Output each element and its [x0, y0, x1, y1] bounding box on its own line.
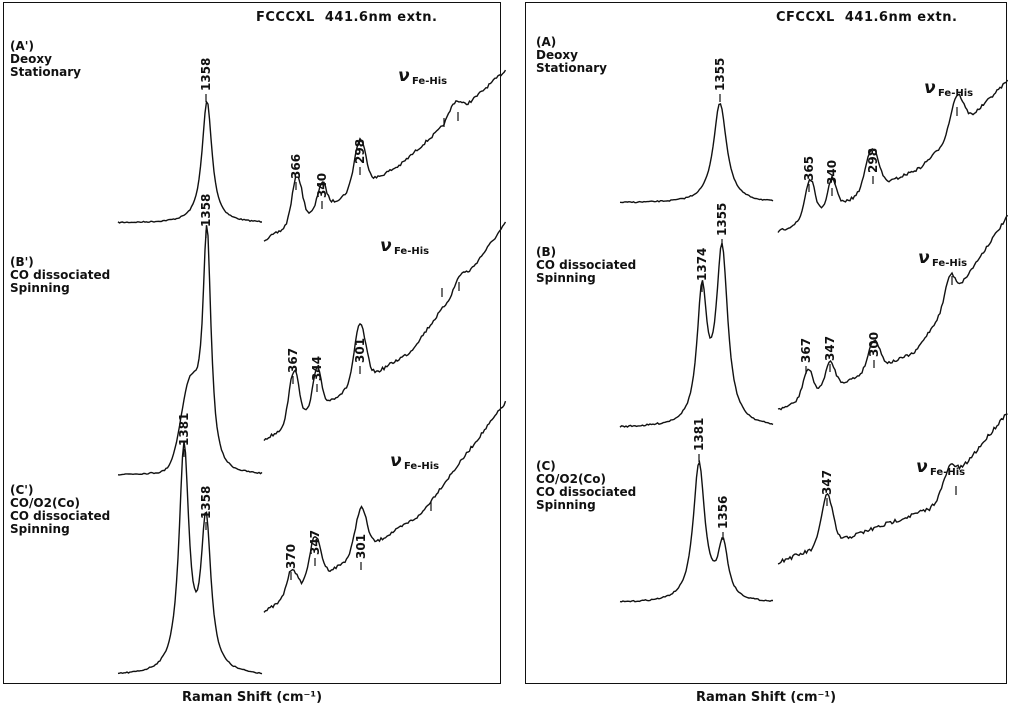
- trace-label-line: Deoxy: [536, 48, 578, 62]
- trace-label-line: (C'): [10, 483, 34, 497]
- trace-label-b: (B) CO dissociated Spinning: [536, 246, 636, 285]
- spectrum-a-high: [619, 103, 774, 204]
- spectrum-b-high: [619, 242, 774, 428]
- trace-label-line: Deoxy: [10, 52, 52, 66]
- spectrum-b-low: [777, 214, 1009, 411]
- trace-label-line: (A'): [10, 39, 34, 53]
- nu-fe-his-label: ν: [398, 66, 410, 86]
- peak-label: 340: [315, 173, 329, 198]
- nu-fe-his-label: ν: [918, 248, 930, 268]
- peak-label: 298: [353, 139, 367, 164]
- peak-label: 1381: [177, 413, 191, 446]
- trace-label-line: CO/O2(Co): [536, 472, 606, 486]
- trace-label-line: CO dissociated: [10, 509, 111, 523]
- peak-label: 370: [284, 544, 298, 569]
- trace-label-line: (B'): [10, 255, 34, 269]
- panel-cfccxl: CFCCXL 441.6nm extn.: [525, 2, 1007, 684]
- nu-fe-his-label: ν: [916, 457, 928, 477]
- peak-label: 1356: [716, 496, 730, 529]
- spectrum-b-prime-high: [117, 225, 263, 476]
- peak-label: 1355: [713, 58, 727, 91]
- trace-label-b-prime: (B') CO dissociated Spinning: [10, 256, 110, 295]
- trace-label-line: (C): [536, 459, 556, 473]
- nu-fe-his-label: ν: [390, 451, 402, 471]
- fe-his-subscript: Fe-His: [412, 76, 447, 87]
- peak-label: 367: [286, 348, 300, 373]
- nu-fe-his-label: ν: [380, 236, 392, 256]
- peak-label: 367: [799, 338, 813, 363]
- peak-label: 1358: [199, 194, 213, 227]
- x-axis-label-right: Raman Shift (cm⁻¹): [696, 690, 837, 705]
- peak-label: 347: [820, 470, 834, 495]
- trace-label-line: Stationary: [10, 65, 81, 79]
- trace-label-c: (C) CO/O2(Co) CO dissociated Spinning: [536, 460, 636, 512]
- fe-his-subscript: Fe-His: [394, 246, 429, 257]
- spectrum-a-prime-low: [263, 69, 507, 242]
- panel-title: CFCCXL 441.6nm extn.: [776, 10, 958, 25]
- peak-label: 340: [825, 160, 839, 185]
- peak-label: 1355: [715, 203, 729, 236]
- peak-label: 344: [310, 356, 324, 381]
- spectrum-a-low: [777, 79, 1009, 233]
- peak-label: 300: [867, 332, 881, 357]
- x-axis-label-left: Raman Shift (cm⁻¹): [182, 690, 323, 705]
- trace-label-a-prime: (A') Deoxy Stationary: [10, 40, 81, 79]
- fe-his-subscript: Fe-His: [932, 258, 967, 269]
- peak-label: 1358: [199, 486, 213, 519]
- trace-label-line: Spinning: [10, 522, 70, 536]
- trace-label-line: Spinning: [536, 271, 596, 285]
- trace-label-line: (B): [536, 245, 557, 259]
- spectrum-b-prime-low: [263, 221, 507, 442]
- trace-label-line: Spinning: [536, 498, 596, 512]
- fe-his-subscript: Fe-His: [930, 467, 965, 478]
- peak-label: 347: [823, 336, 837, 361]
- trace-label-line: CO dissociated: [10, 268, 111, 282]
- trace-label-line: CO dissociated: [536, 485, 637, 499]
- trace-label-line: Spinning: [10, 281, 70, 295]
- spectrum-c-low: [777, 413, 1008, 565]
- peak-label: 365: [802, 156, 816, 181]
- nu-fe-his-label: ν: [924, 78, 936, 98]
- panel-title: FCCCXL 441.6nm extn.: [256, 10, 438, 25]
- trace-label-line: (A): [536, 35, 557, 49]
- fe-his-subscript: Fe-His: [404, 461, 439, 472]
- peak-label: 301: [353, 338, 367, 363]
- peak-label: 366: [289, 154, 303, 179]
- peak-label: 1374: [695, 248, 709, 281]
- peak-label: 1358: [199, 58, 213, 91]
- peak-label: 347: [308, 530, 322, 555]
- peak-label: 298: [866, 148, 880, 173]
- trace-label-a: (A) Deoxy Stationary: [536, 36, 607, 75]
- trace-label-c-prime: (C') CO/O2(Co) CO dissociated Spinning: [10, 484, 110, 536]
- spectrum-c-prime-high: [117, 441, 263, 675]
- fe-his-subscript: Fe-His: [938, 88, 973, 99]
- trace-label-line: CO/O2(Co): [10, 496, 80, 510]
- spectrum-c-prime-low: [263, 400, 507, 613]
- peak-label: 1381: [692, 418, 706, 451]
- trace-label-line: Stationary: [536, 61, 607, 75]
- spectrum-a-prime-high: [117, 99, 262, 224]
- trace-label-line: CO dissociated: [536, 258, 637, 272]
- peak-label: 301: [354, 534, 368, 559]
- spectrum-c-high: [619, 460, 773, 603]
